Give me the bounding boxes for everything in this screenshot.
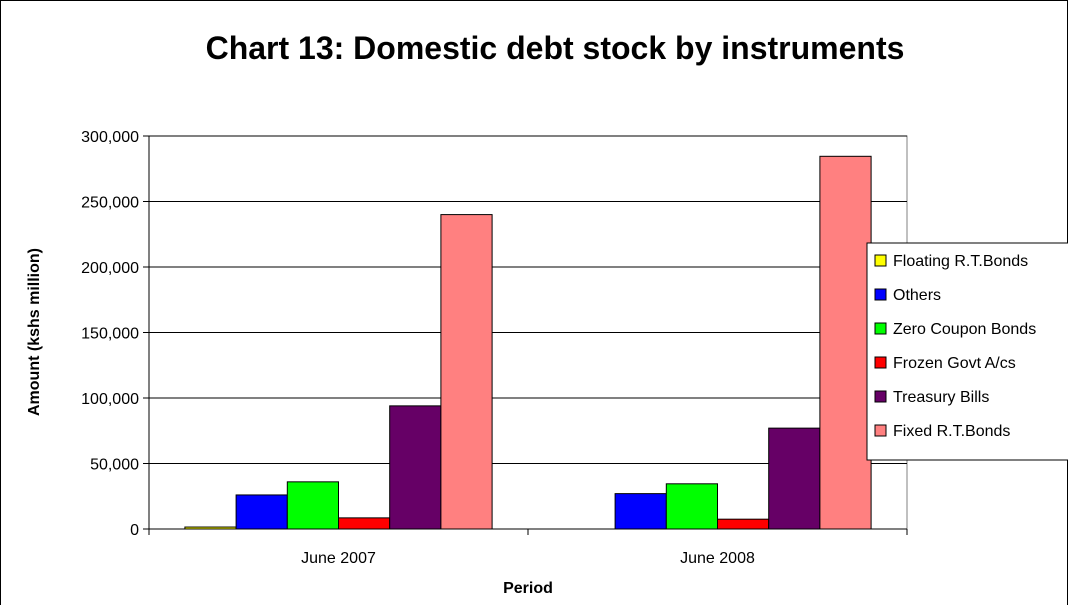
bars (184, 155, 872, 530)
legend-swatch (874, 254, 887, 267)
y-tick-label: 0 (130, 522, 139, 539)
y-axis-title: Amount (kshs million) (26, 248, 43, 416)
legend-label: Others (893, 287, 941, 304)
legend-swatch (874, 424, 887, 437)
bar (717, 518, 770, 530)
legend-label: Frozen Govt A/cs (893, 355, 1016, 372)
y-tick-label: 100,000 (81, 391, 139, 408)
legend: Floating R.T.Bonds Others Zero Coupon Bond… (866, 242, 1068, 461)
y-tick-label: 300,000 (81, 129, 139, 146)
y-tick-label: 200,000 (81, 260, 139, 277)
y-tick-label: 50,000 (90, 457, 139, 474)
legend-swatch (874, 288, 887, 301)
legend-label: Treasury Bills (893, 389, 989, 406)
legend-swatch (874, 390, 887, 403)
bar (768, 427, 821, 530)
legend-swatch (874, 356, 887, 369)
bar (614, 493, 667, 530)
bar (389, 405, 442, 530)
x-axis-title: Period (503, 580, 553, 597)
y-tick-label: 250,000 (81, 195, 139, 212)
legend-label: Floating R.T.Bonds (893, 253, 1028, 270)
bar (819, 155, 872, 530)
bar (235, 494, 288, 530)
x-tick-label: June 2007 (301, 550, 376, 567)
legend-label: Zero Coupon Bonds (893, 321, 1036, 338)
legend-swatch (874, 322, 887, 335)
chart-title: Chart 13: Domestic debt stock by instrum… (206, 30, 905, 66)
bar (440, 214, 493, 530)
y-tick-label: 150,000 (81, 326, 139, 343)
bar (286, 481, 339, 530)
bar (338, 517, 391, 530)
x-tick-label: June 2008 (680, 550, 755, 567)
legend-label: Fixed R.T.Bonds (893, 423, 1010, 440)
bar (665, 483, 718, 530)
tick-labels: 0 50,000 100,000 150,000 200,000 250,000 300,0… (81, 129, 755, 567)
axes (143, 135, 908, 535)
legend-box (866, 242, 1068, 461)
